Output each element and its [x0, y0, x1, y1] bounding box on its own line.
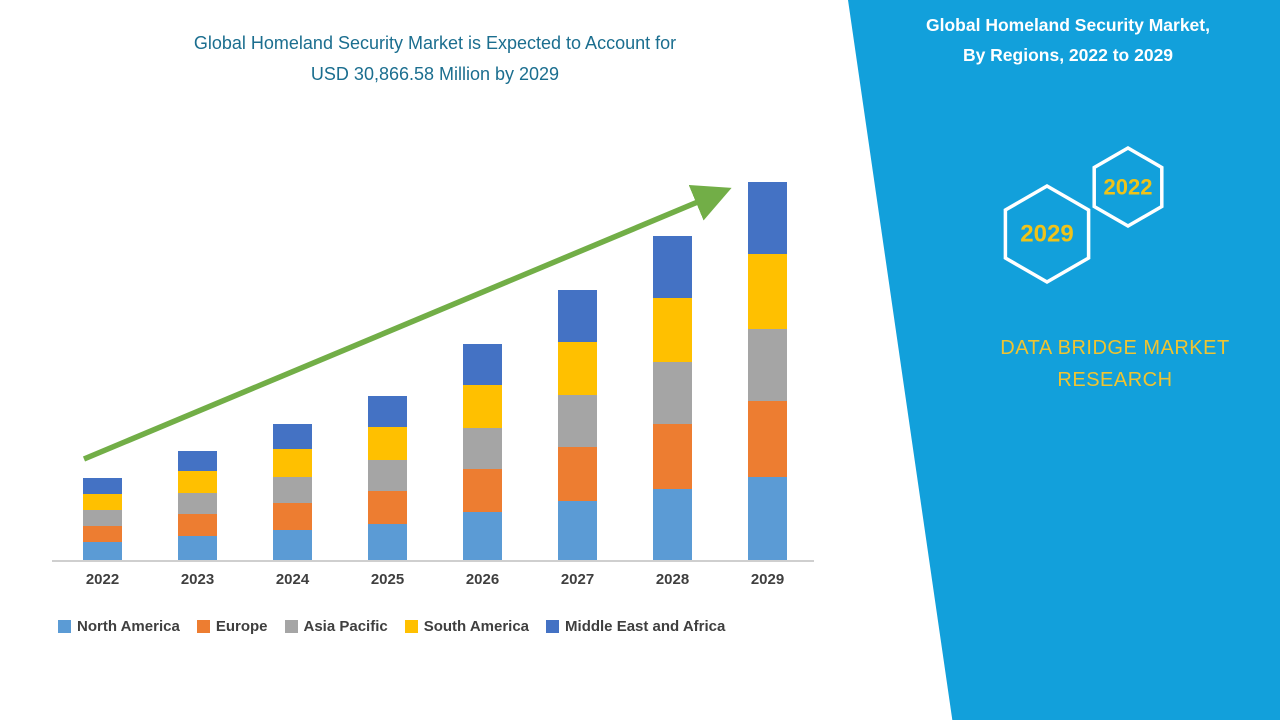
- segment-north-america: [558, 500, 597, 560]
- segment-europe: [178, 514, 217, 536]
- bar-slot-2027: [530, 156, 625, 560]
- x-axis-line: [52, 560, 814, 562]
- legend-item-north-america: North America: [58, 618, 180, 635]
- segment-south-america: [178, 471, 217, 494]
- segment-middle-east-and-africa: [463, 343, 502, 385]
- segment-middle-east-and-africa: [558, 290, 597, 342]
- segment-europe: [748, 401, 787, 477]
- bar-slot-2025: [340, 156, 435, 560]
- segment-south-america: [748, 254, 787, 330]
- legend-swatch-asia-pacific: [284, 620, 298, 633]
- segment-europe: [558, 446, 597, 501]
- stacked-bar-2027: [558, 290, 597, 560]
- legend-label-north-america: North America: [77, 618, 180, 635]
- bar-slot-2023: [150, 156, 245, 560]
- panel-title: Global Homeland Security Market, By Regi…: [880, 10, 1256, 70]
- brand-text: DATA BRIDGE MARKET RESEARCH: [1000, 337, 1230, 391]
- legend-label-south-america: South America: [423, 618, 530, 635]
- bar-slot-2026: [435, 156, 530, 560]
- legend: North America Europe Asia Pacific South Ame…: [58, 618, 725, 635]
- stacked-bar-2026: [463, 343, 502, 560]
- legend-item-middle-east-and-africa: Middle East and Africa: [546, 618, 725, 635]
- stacked-bar-2028: [653, 236, 692, 560]
- hexagon-2029: [1003, 183, 1091, 285]
- segment-asia-pacific: [83, 510, 122, 526]
- segment-middle-east-and-africa: [83, 477, 122, 494]
- panel-title-line2: By Regions, 2022 to 2029: [962, 45, 1174, 65]
- segment-north-america: [273, 529, 312, 560]
- segment-europe: [83, 525, 122, 542]
- bar-slot-2024: [245, 156, 340, 560]
- stacked-bar-2022: [83, 477, 122, 560]
- segment-asia-pacific: [463, 427, 502, 470]
- x-axis-label-2025: 2025: [370, 571, 405, 588]
- x-axis-labels: 2022 2023 2024 2025 2026 2027 2028 2029: [55, 571, 815, 593]
- segment-south-america: [273, 449, 312, 477]
- chart-title-line1: Global Homeland Security Market is Expec…: [193, 33, 677, 53]
- segment-middle-east-and-africa: [178, 450, 217, 472]
- segment-asia-pacific: [368, 459, 407, 491]
- legend-item-asia-pacific: Asia Pacific: [284, 618, 388, 635]
- hexagon-2022-label: 2022: [1104, 175, 1153, 200]
- segment-north-america: [653, 488, 692, 560]
- x-axis-label-2028: 2028: [655, 571, 690, 588]
- bar-slot-2028: [625, 156, 720, 560]
- segment-south-america: [83, 493, 122, 511]
- segment-north-america: [748, 476, 787, 560]
- x-axis-label-2024: 2024: [275, 571, 310, 588]
- year-hexagons: 2022 2029: [1003, 145, 1164, 285]
- stacked-bar-2025: [368, 395, 407, 560]
- x-axis-label-2026: 2026: [465, 571, 500, 588]
- segment-asia-pacific: [653, 362, 692, 424]
- panel-title-line1: Global Homeland Security Market,: [926, 15, 1210, 35]
- stacked-bar-2023: [178, 450, 217, 560]
- legend-label-asia-pacific: Asia Pacific: [303, 618, 388, 635]
- segment-south-america: [368, 426, 407, 460]
- segment-asia-pacific: [748, 329, 787, 402]
- segment-north-america: [83, 541, 122, 560]
- segment-south-america: [558, 341, 597, 396]
- segment-south-america: [653, 297, 692, 363]
- x-axis-label-2027: 2027: [560, 571, 595, 588]
- segment-north-america: [368, 523, 407, 560]
- plot-area: [55, 156, 815, 560]
- legend-item-europe: Europe: [196, 618, 268, 635]
- stacked-bar-2024: [273, 423, 312, 560]
- stacked-bar-2029: [748, 182, 787, 560]
- segment-middle-east-and-africa: [368, 395, 407, 427]
- legend-swatch-europe: [196, 620, 210, 633]
- x-axis-label-2023: 2023: [180, 571, 215, 588]
- legend-item-south-america: South America: [404, 618, 530, 635]
- segment-asia-pacific: [178, 493, 217, 515]
- legend-label-europe: Europe: [215, 618, 268, 635]
- segment-north-america: [178, 535, 217, 560]
- x-axis-label-2022: 2022: [85, 571, 120, 588]
- segment-europe: [463, 469, 502, 513]
- bar-slot-2022: [55, 156, 150, 560]
- chart-title: Global Homeland Security Market is Expec…: [85, 28, 785, 90]
- segment-europe: [368, 490, 407, 524]
- bar-slot-2029: [720, 156, 815, 560]
- segment-middle-east-and-africa: [273, 423, 312, 450]
- legend-swatch-south-america: [404, 620, 418, 633]
- hexagon-2022: [1092, 145, 1164, 229]
- segment-europe: [273, 502, 312, 530]
- chart-title-line2: USD 30,866.58 Million by 2029: [310, 64, 560, 84]
- segment-south-america: [463, 384, 502, 428]
- legend-label-middle-east-and-africa: Middle East and Africa: [565, 618, 726, 635]
- segment-middle-east-and-africa: [653, 236, 692, 298]
- segment-europe: [653, 423, 692, 489]
- legend-swatch-middle-east-and-africa: [546, 620, 560, 633]
- segment-middle-east-and-africa: [748, 182, 787, 255]
- segment-north-america: [463, 512, 502, 560]
- x-axis-label-2029: 2029: [750, 571, 785, 588]
- hexagon-2029-label: 2029: [1020, 221, 1073, 248]
- segment-asia-pacific: [558, 395, 597, 447]
- segment-asia-pacific: [273, 476, 312, 503]
- legend-swatch-north-america: [58, 620, 71, 633]
